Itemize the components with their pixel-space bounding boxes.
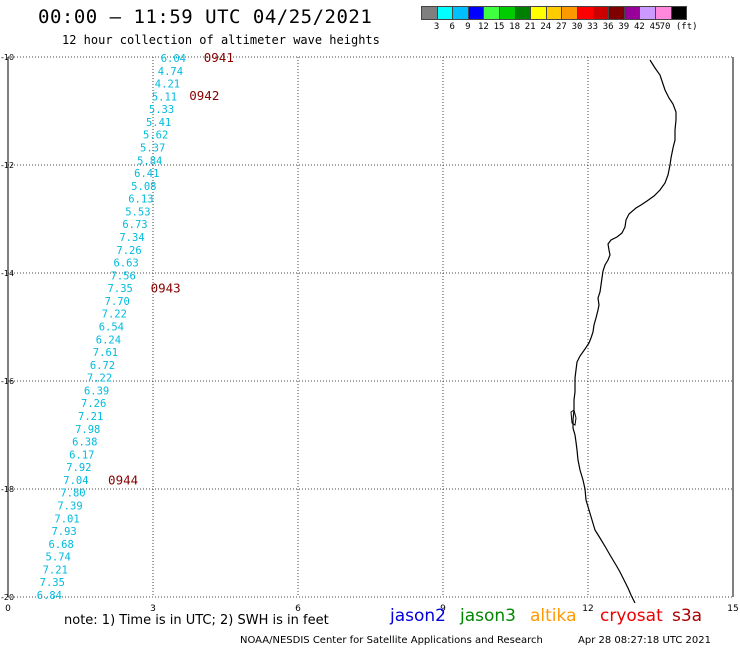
swh-value: 6.17 (69, 449, 94, 461)
x-tick-label: 3 (150, 604, 156, 614)
colorbar-label: 33 (587, 22, 599, 32)
time-label: 0943 (151, 281, 181, 296)
x-tick-label: 9 (440, 604, 446, 614)
swh-value: 7.61 (93, 347, 118, 359)
swh-value: 7.34 (119, 232, 144, 244)
swh-value: 7.92 (66, 462, 91, 474)
swh-value: 7.56 (111, 270, 136, 282)
colorbar-label: 45 (649, 22, 661, 32)
swh-value: 5.33 (149, 104, 174, 116)
y-tick-label: -14 (1, 269, 14, 278)
colorbar-label: 42 (633, 22, 645, 32)
swh-value: 5.11 (152, 91, 177, 103)
colorbar (421, 6, 688, 20)
colorbar-label: 12 (477, 22, 489, 32)
y-tick-label: -20 (1, 593, 14, 602)
swh-value: 6.39 (84, 385, 109, 397)
swh-value: 6.72 (90, 360, 115, 372)
colorbar-label: 36 (602, 22, 614, 32)
legend-altika: altika (530, 606, 577, 626)
swh-value: 4.74 (158, 66, 183, 78)
generated-timestamp: Apr 28 08:27:18 UTC 2021 (578, 635, 711, 646)
swh-value: 5.62 (143, 130, 168, 142)
credit-text: NOAA/NESDIS Center for Satellite Applica… (240, 635, 543, 646)
y-tick-label: -12 (1, 161, 14, 170)
colorbar-label: 3 (433, 22, 440, 32)
swh-value: 7.22 (102, 309, 127, 321)
time-label: 0941 (204, 50, 234, 65)
swh-value: 6.73 (122, 219, 147, 231)
swh-value: 6.04 (161, 53, 186, 65)
legend-cryosat: cryosat (600, 606, 663, 626)
swh-value: 6.13 (128, 194, 153, 206)
swh-value: 7.70 (105, 296, 130, 308)
y-tick-label: -10 (1, 53, 14, 62)
swh-value: 6.24 (96, 334, 121, 346)
swh-value: 5.53 (125, 206, 150, 218)
legend-s3a: s3a (672, 606, 703, 626)
colorbar-label: 9 (465, 22, 471, 32)
swh-value: 4.21 (155, 79, 180, 91)
swh-value: 7.21 (78, 411, 103, 423)
legend-jason2: jason2 (390, 606, 446, 626)
swh-value: 6.63 (113, 258, 138, 270)
swh-value: 7.93 (51, 526, 76, 538)
coastline (572, 59, 677, 604)
swh-value: 7.35 (108, 283, 133, 295)
swh-value: 6.41 (134, 168, 159, 180)
colorbar-label: 6 (449, 22, 455, 32)
legend-jason3: jason3 (460, 606, 516, 626)
swh-value: 6.54 (99, 322, 124, 334)
swh-value: 7.26 (81, 398, 106, 410)
colorbar-label: 39 (618, 22, 630, 32)
colorbar-label: 24 (540, 22, 552, 32)
x-tick-label: 0 (5, 604, 11, 614)
swh-value: 7.04 (63, 475, 88, 487)
colorbar-label: 15 (493, 22, 505, 32)
swh-value: 7.26 (116, 245, 141, 257)
map-subtitle: 12 hour collection of altimeter wave hei… (62, 33, 380, 47)
swh-value: 7.01 (54, 513, 79, 525)
time-label: 0942 (189, 88, 219, 103)
lat-lon-grid (8, 56, 733, 598)
x-tick-label: 12 (582, 604, 593, 614)
units-note: note: 1) Time is in UTC; 2) SWH is in fe… (64, 613, 329, 628)
colorbar-label: 21 (524, 22, 536, 32)
swh-value: 5.74 (46, 552, 71, 564)
coastal-islet (570, 409, 577, 426)
swh-value: 5.41 (146, 117, 171, 129)
swh-value: 7.21 (43, 564, 68, 576)
y-tick-label: -18 (1, 485, 14, 494)
colorbar-label: 30 (571, 22, 583, 32)
swh-value: 7.22 (87, 373, 112, 385)
colorbar-label: 18 (509, 22, 521, 32)
swh-value: 7.39 (57, 501, 82, 513)
swh-value: 6.38 (72, 437, 97, 449)
colorbar-label: 27 (555, 22, 567, 32)
swh-value: 7.80 (60, 488, 85, 500)
x-tick-label: 6 (295, 604, 301, 614)
swh-value: 5.84 (137, 155, 162, 167)
colorbar-label: 70 (ft) (659, 22, 698, 32)
swh-track: 6.044.744.215.115.335.415.625.375.846.41… (37, 53, 186, 602)
swh-value: 6.84 (37, 590, 62, 602)
swh-value: 7.98 (75, 424, 100, 436)
swh-value: 5.37 (140, 143, 165, 155)
swh-value: 6.68 (49, 539, 74, 551)
time-label: 0944 (108, 472, 138, 487)
map-title: 00:00 – 11:59 UTC 04/25/2021 (38, 6, 373, 28)
x-tick-label: 15 (727, 604, 738, 614)
y-tick-label: -16 (1, 377, 14, 386)
time-labels: 0941 0942 0943 0944 (108, 50, 234, 487)
swh-value: 5.08 (131, 181, 156, 193)
colorbar-swatch (670, 6, 688, 20)
swh-value: 7.35 (40, 577, 65, 589)
axes: 0 3 6 9 12 15 -10 -12 -14 -16 -18 -20 (1, 53, 739, 614)
colorbar-labels: 3 6 9 12 15 18 21 24 27 30 33 36 39 42 45 70 (ft) (421, 22, 740, 34)
